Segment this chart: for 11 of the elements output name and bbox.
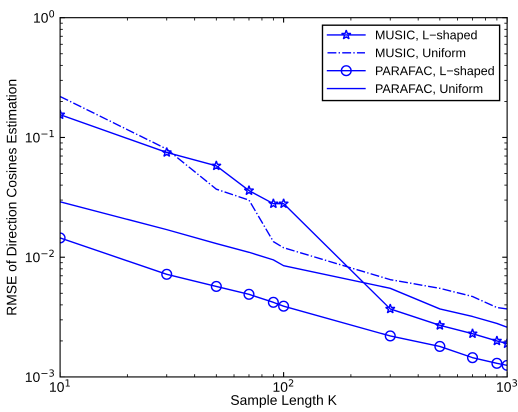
y-tick-label: 10$^{−2}$ [26,250,54,262]
x-axis-title: Sample Length K [230,394,337,408]
legend-label: PARAFAC, Uniform [376,84,482,95]
legend-label: MUSIC, Uniform [376,48,466,59]
y-axis-title: RMSE of Direction Cosines Estimation [6,80,17,315]
y-tick-label: 10$^{0}$ [34,10,54,23]
x-tick-label: 10$^{2}$ [274,379,294,392]
x-tick-label: 10$^{3}$ [497,379,517,392]
y-tick-label: 10$^{−1}$ [26,130,54,143]
legend-label: PARAFAC, L−shaped [376,66,494,78]
legend-label: MUSIC, L−shaped [376,30,477,42]
